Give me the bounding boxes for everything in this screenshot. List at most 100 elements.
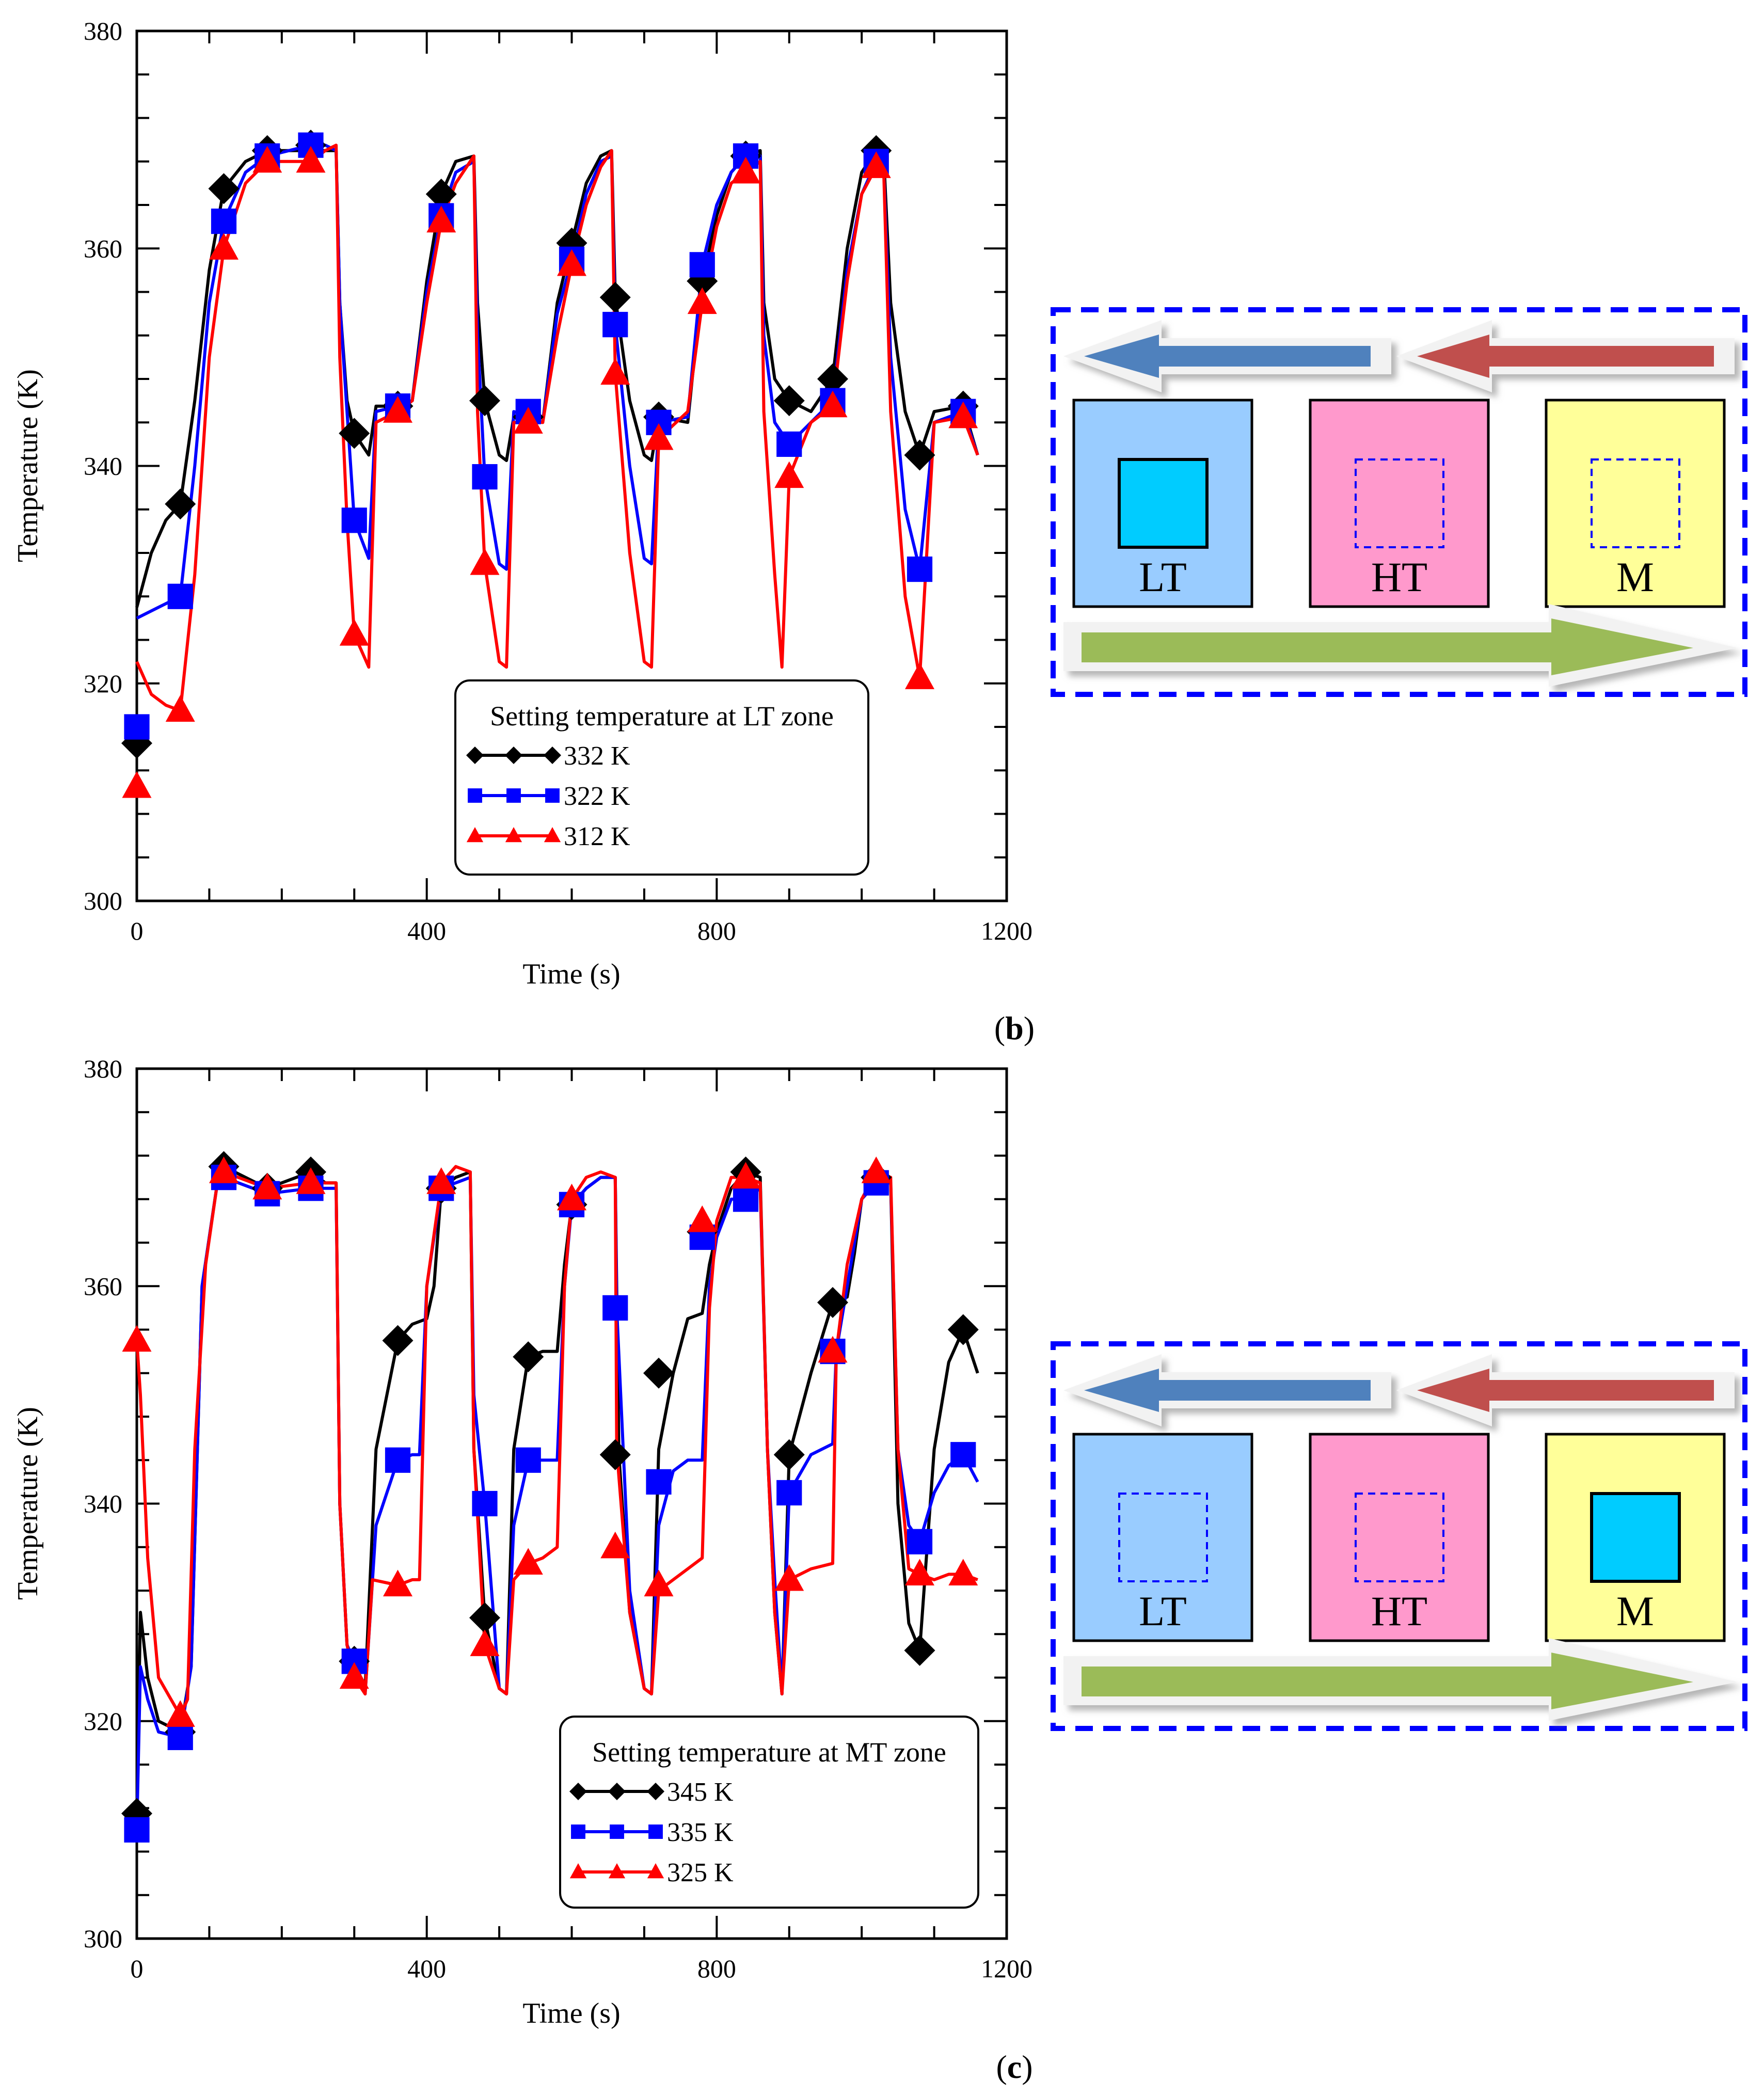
flow-arrow-bottom	[1063, 604, 1737, 687]
data-point	[644, 423, 674, 450]
series-line-332-K	[135, 149, 979, 608]
legend-swatch-marker	[608, 1863, 626, 1879]
legend-label: 312 K	[564, 822, 630, 851]
data-point	[167, 583, 193, 609]
data-point	[643, 1357, 674, 1389]
legend-title: Setting temperature at MT zone	[592, 1737, 946, 1768]
x-tick-label: 1200	[981, 916, 1032, 945]
data-point	[907, 556, 933, 582]
legend-swatch-marker	[544, 827, 561, 843]
x-axis-label: Time (s)	[522, 1997, 620, 2029]
data-point	[513, 407, 543, 434]
y-tick-label: 380	[84, 17, 122, 45]
data-point	[469, 385, 500, 417]
data-point	[472, 464, 498, 490]
data-point	[167, 1724, 193, 1750]
legend-swatch-marker	[466, 827, 484, 843]
y-axis-label: Temperature (K)	[12, 1407, 44, 1600]
x-tick-label: 1200	[981, 1954, 1032, 1983]
data-point	[817, 363, 848, 394]
data-point	[426, 205, 456, 233]
y-tick-label: 340	[84, 452, 122, 481]
y-axis-label: Temperature (K)	[12, 369, 44, 562]
flow-arrow-bottom	[1063, 1638, 1737, 1721]
y-tick-label: 340	[84, 1489, 122, 1518]
data-point	[818, 1336, 848, 1363]
data-point	[948, 401, 978, 428]
data-point	[252, 1172, 282, 1200]
legend-label: 325 K	[667, 1858, 734, 1887]
data-point	[600, 358, 630, 385]
data-point	[950, 1442, 976, 1468]
legend-box	[454, 679, 869, 876]
x-tick-label: 400	[407, 1954, 446, 1983]
data-point	[644, 1569, 674, 1597]
legend-swatch-marker	[506, 788, 521, 803]
data-point	[904, 439, 935, 471]
legend-swatch-marker	[647, 1863, 664, 1879]
zone-label: M	[1616, 1588, 1654, 1634]
legend-swatch-marker	[569, 1783, 587, 1800]
data-point	[861, 151, 891, 178]
data-point	[731, 1162, 760, 1189]
data-point	[948, 1559, 978, 1586]
data-point	[907, 1529, 933, 1554]
data-point	[124, 1817, 150, 1843]
data-point	[947, 1314, 979, 1345]
zone-border	[1051, 1341, 1747, 1731]
right-arrow-green	[1082, 618, 1693, 675]
chart-c: 0 400 800 1200 300 320 340 360 380 Time (s) Temp…	[12, 1054, 1032, 2029]
active-sensor-square	[1118, 458, 1209, 549]
legend-swatch-marker	[647, 1783, 664, 1800]
legend: Setting temperature at LT zone 332 K 322 …	[454, 679, 869, 876]
data-point	[426, 1167, 456, 1194]
data-point	[733, 1186, 759, 1212]
zone-box-ht	[1309, 399, 1490, 608]
inactive-sensor-square	[1355, 458, 1444, 548]
left-arrow-blue	[1084, 335, 1371, 378]
data-point	[165, 1700, 195, 1727]
zone-label: LT	[1139, 1588, 1187, 1634]
legend-label: 332 K	[564, 741, 630, 771]
legend-swatch-marker	[648, 1824, 663, 1839]
panel-b: 0 400 800 1200 300 320 340 360 380 Time (s) Temp…	[12, 17, 1747, 1046]
data-point	[513, 1341, 544, 1373]
panel-c: 0 400 800 1200 300 320 340 360 380 Time (s) Temp…	[12, 1054, 1747, 2085]
data-point	[470, 548, 500, 575]
y-tick-label: 360	[84, 1272, 122, 1300]
data-point	[165, 488, 196, 520]
legend-box	[559, 1716, 979, 1909]
x-tick-label: 800	[697, 916, 736, 945]
legend-swatch-marker	[468, 788, 482, 803]
data-point	[122, 771, 152, 798]
inactive-sensor-square	[1591, 458, 1680, 548]
series-line-322-K	[136, 144, 979, 620]
data-point	[296, 146, 326, 173]
legend-title: Setting temperature at LT zone	[490, 701, 834, 732]
legend: Setting temperature at MT zone 345 K 335 …	[559, 1716, 979, 1909]
y-tick-label: 300	[84, 1924, 122, 1953]
data-point	[296, 1167, 326, 1194]
x-tick-label: 0	[131, 916, 144, 945]
data-point	[339, 1662, 369, 1689]
data-point	[122, 1325, 152, 1352]
legend-swatch-marker	[505, 747, 522, 764]
data-point	[208, 173, 240, 204]
panel-label-b: (b)	[994, 1010, 1035, 1046]
data-point	[602, 1295, 628, 1321]
flow-arrows-top	[1063, 320, 1735, 392]
data-point	[339, 418, 370, 449]
inactive-sensor-square	[1118, 1493, 1208, 1582]
zone-diagram-c: LT HT M	[1051, 1341, 1747, 1731]
data-point	[252, 146, 282, 173]
data-point	[602, 312, 628, 338]
data-point	[383, 1569, 412, 1597]
left-arrow-blue	[1084, 1369, 1371, 1412]
legend-swatch-marker	[544, 747, 561, 764]
legend-swatch-marker	[569, 1863, 587, 1879]
zone-label: HT	[1371, 553, 1427, 600]
data-point	[124, 714, 150, 740]
data-point	[470, 1629, 500, 1656]
legend-label: 322 K	[564, 782, 630, 811]
